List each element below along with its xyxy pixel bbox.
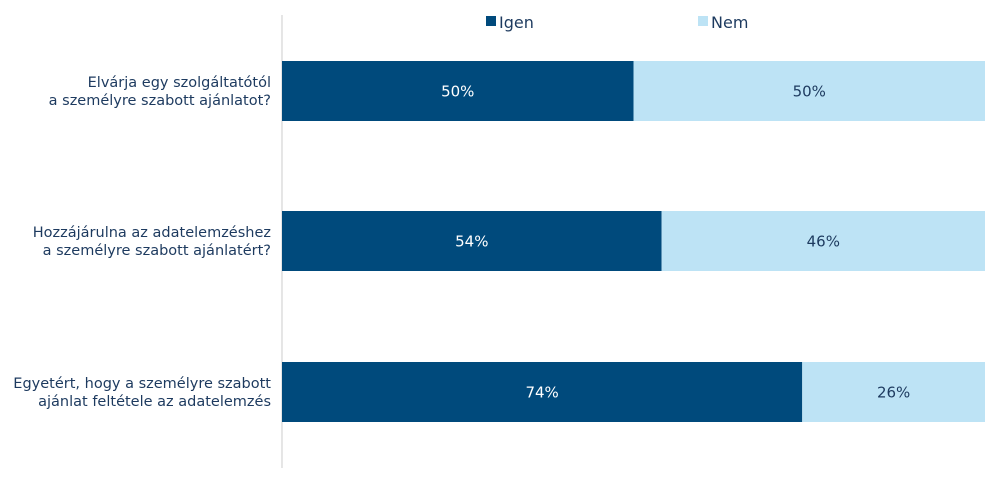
bar-nem-0 [633,61,985,121]
legend: Igen Nem [486,13,748,32]
category-label-0-line-1: a személyre szabott ajánlatot? [49,93,271,109]
legend-label-igen: Igen [499,13,534,32]
bar-igen-1 [282,211,662,271]
bars: 50% 50% 54% 46% 74% 26% [282,61,985,422]
bar-igen-0 [282,61,634,121]
data-label-igen-1: 54% [455,233,488,251]
category-labels: Elvárja egy szolgáltatótól a személyre sz… [13,75,271,410]
category-label-2-line-0: Egyetért, hogy a személyre szabott [13,376,271,392]
data-label-nem-1: 46% [807,233,840,251]
data-label-nem-0: 50% [793,83,826,101]
data-label-nem-2: 26% [877,384,910,402]
legend-label-nem: Nem [711,13,748,32]
bar-nem-2 [802,362,985,422]
legend-swatch-igen [486,16,496,26]
data-label-igen-0: 50% [441,83,474,101]
category-label-2-line-1: ajánlat feltétele az adatelemzés [38,394,271,410]
data-label-igen-2: 74% [525,384,558,402]
bar-igen-2 [282,362,803,422]
bar-nem-1 [661,211,985,271]
category-label-1-line-1: a személyre szabott ajánlatért? [43,243,271,259]
legend-swatch-nem [698,16,708,26]
category-label-1-line-0: Hozzájárulna az adatelemzéshez [33,225,271,241]
category-label-0-line-0: Elvárja egy szolgáltatótól [88,75,271,91]
